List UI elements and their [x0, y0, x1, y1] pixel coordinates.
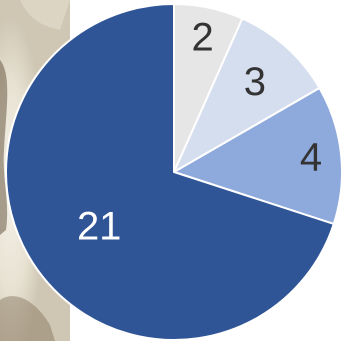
slice-data-label-3: 4	[300, 136, 322, 180]
slice-data-label-4: 21	[77, 204, 122, 248]
slice-data-label-2: 3	[244, 60, 266, 104]
slice-data-label-1: 2	[191, 15, 213, 59]
pie-slice-4	[5, 3, 335, 341]
pie-slice-2	[173, 17, 321, 173]
pie-slice-3	[173, 87, 343, 225]
